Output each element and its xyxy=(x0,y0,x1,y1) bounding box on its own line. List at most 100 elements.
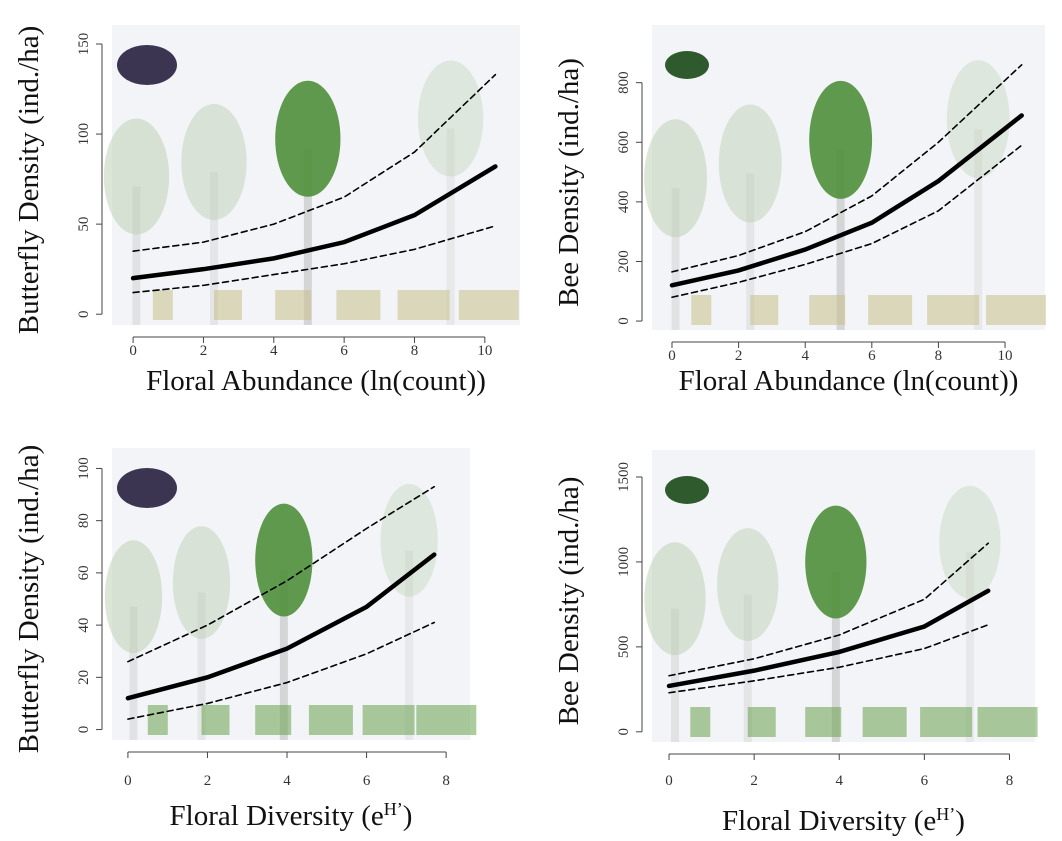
plant xyxy=(809,295,845,325)
x-axis-label-part: Floral Diversity (e xyxy=(722,805,936,837)
x-tick-label: 8 xyxy=(442,773,450,789)
x-tick-label: 4 xyxy=(835,773,843,789)
plant xyxy=(920,707,972,737)
plant xyxy=(750,295,778,325)
plant xyxy=(275,290,311,320)
x-tick-label: 2 xyxy=(750,773,758,789)
y-tick-label: 200 xyxy=(616,250,632,273)
x-tick-label: 6 xyxy=(921,773,929,789)
x-tick-label: 0 xyxy=(668,348,676,364)
x-axis-label-part: H’ xyxy=(384,799,403,819)
plant xyxy=(986,295,1046,325)
x-axis-label-part: ) xyxy=(955,805,965,837)
y-tick-label: 100 xyxy=(76,123,92,146)
plant xyxy=(978,707,1038,737)
y-tick-label: 1500 xyxy=(616,462,632,492)
y-tick-label: 20 xyxy=(76,670,92,685)
tree-crown xyxy=(381,484,438,597)
tree-crown xyxy=(105,540,162,653)
x-axis-label-part: Floral Abundance (ln(count)) xyxy=(146,365,486,397)
plant xyxy=(868,295,912,325)
insect-icon xyxy=(665,476,709,504)
x-tick-label: 2 xyxy=(735,348,743,364)
tree-crown xyxy=(644,542,705,655)
plant xyxy=(255,705,291,735)
x-tick-label: 8 xyxy=(411,343,419,359)
y-tick-label: 60 xyxy=(76,565,92,580)
figure: 0501001500246810Butterfly Density (ind./… xyxy=(0,0,1062,841)
plant xyxy=(214,290,242,320)
plant xyxy=(459,290,519,320)
y-tick-label: 80 xyxy=(76,513,92,528)
plant xyxy=(336,290,380,320)
y-tick-label: 0 xyxy=(616,728,632,736)
y-axis-label: Bee Density (ind./ha) xyxy=(553,58,585,307)
x-tick-label: 0 xyxy=(129,343,137,359)
tree-crown xyxy=(275,81,340,197)
y-tick-label: 800 xyxy=(616,71,632,94)
x-tick-label: 8 xyxy=(1006,773,1014,789)
x-axis-label-part: Floral Abundance (ln(count)) xyxy=(679,365,1019,397)
x-axis-label-part: ) xyxy=(403,800,413,832)
y-tick-label: 0 xyxy=(616,317,632,325)
x-tick-label: 8 xyxy=(935,348,943,364)
tree-crown xyxy=(644,119,707,237)
x-tick-label: 0 xyxy=(124,773,132,789)
x-tick-label: 6 xyxy=(340,343,348,359)
y-axis-label: Bee Density (ind./ha) xyxy=(553,477,585,726)
plant xyxy=(691,295,711,325)
plant xyxy=(863,707,907,737)
tree-crown xyxy=(173,526,230,639)
y-tick-label: 50 xyxy=(76,217,92,232)
x-tick-label: 10 xyxy=(998,348,1013,364)
insect-icon xyxy=(117,468,177,508)
x-tick-label: 2 xyxy=(204,773,212,789)
tree-crown xyxy=(104,119,169,235)
plant xyxy=(202,705,230,735)
y-tick-label: 100 xyxy=(76,457,92,480)
plant xyxy=(148,705,168,735)
insect-icon xyxy=(117,45,177,85)
plant xyxy=(748,707,776,737)
plant xyxy=(927,295,979,325)
x-axis-label: Floral Abundance (ln(count)) xyxy=(146,365,486,397)
plant xyxy=(153,290,173,320)
y-tick-label: 0 xyxy=(76,726,92,734)
y-tick-label: 600 xyxy=(616,131,632,154)
x-axis-label: Floral Diversity (eH’) xyxy=(170,799,413,832)
x-tick-label: 10 xyxy=(477,343,492,359)
y-tick-label: 500 xyxy=(616,636,632,659)
tree-crown xyxy=(181,104,246,220)
plant xyxy=(309,705,353,735)
tree-crown xyxy=(809,81,872,199)
y-axis-label: Butterfly Density (ind./ha) xyxy=(13,445,45,753)
tree-crown xyxy=(255,504,312,617)
plant xyxy=(363,705,415,735)
tree-crown xyxy=(947,60,1010,178)
y-tick-label: 40 xyxy=(76,618,92,633)
x-axis-label-part: H’ xyxy=(936,804,955,824)
x-axis-label-part: Floral Diversity (e xyxy=(170,800,384,832)
y-tick-label: 150 xyxy=(76,33,92,56)
x-tick-label: 4 xyxy=(270,343,278,359)
tree-crown xyxy=(805,506,866,619)
tree-crown xyxy=(719,105,782,223)
x-tick-label: 6 xyxy=(868,348,876,364)
x-tick-label: 4 xyxy=(801,348,809,364)
x-axis-label: Floral Abundance (ln(count)) xyxy=(679,365,1019,397)
plant xyxy=(690,707,710,737)
x-axis-label: Floral Diversity (eH’) xyxy=(722,804,965,837)
x-tick-label: 6 xyxy=(363,773,371,789)
x-tick-label: 2 xyxy=(200,343,208,359)
x-tick-label: 0 xyxy=(665,773,673,789)
tree-crown xyxy=(717,528,778,641)
tree-crown xyxy=(939,486,1000,599)
plant xyxy=(416,705,476,735)
x-tick-label: 4 xyxy=(283,773,291,789)
insect-icon xyxy=(665,51,709,79)
y-axis-label: Butterfly Density (ind./ha) xyxy=(13,26,45,334)
plant xyxy=(805,707,841,737)
y-tick-label: 400 xyxy=(616,191,632,214)
plant xyxy=(398,290,450,320)
y-tick-label: 1000 xyxy=(616,547,632,577)
